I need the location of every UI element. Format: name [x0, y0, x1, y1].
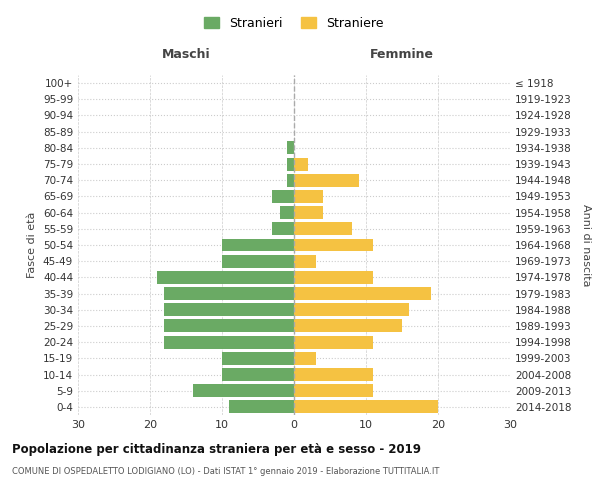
Bar — [287, 158, 294, 170]
Bar — [294, 400, 438, 413]
Bar — [222, 254, 294, 268]
Bar — [294, 222, 352, 235]
Text: Femmine: Femmine — [370, 48, 434, 62]
Bar — [294, 174, 359, 186]
Text: Maschi: Maschi — [161, 48, 211, 62]
Bar — [294, 238, 373, 252]
Bar — [294, 304, 409, 316]
Bar — [164, 287, 294, 300]
Bar — [294, 254, 316, 268]
Bar — [229, 400, 294, 413]
Y-axis label: Fasce di età: Fasce di età — [28, 212, 37, 278]
Y-axis label: Anni di nascita: Anni di nascita — [581, 204, 591, 286]
Bar — [294, 336, 373, 348]
Bar — [164, 304, 294, 316]
Legend: Stranieri, Straniere: Stranieri, Straniere — [199, 12, 389, 34]
Bar — [294, 320, 402, 332]
Bar — [280, 206, 294, 219]
Bar — [294, 368, 373, 381]
Bar — [287, 174, 294, 186]
Bar — [222, 352, 294, 365]
Text: COMUNE DI OSPEDALETTO LODIGIANO (LO) - Dati ISTAT 1° gennaio 2019 - Elaborazione: COMUNE DI OSPEDALETTO LODIGIANO (LO) - D… — [12, 468, 439, 476]
Text: Popolazione per cittadinanza straniera per età e sesso - 2019: Popolazione per cittadinanza straniera p… — [12, 442, 421, 456]
Bar — [294, 271, 373, 284]
Bar — [294, 158, 308, 170]
Bar — [287, 142, 294, 154]
Bar — [157, 271, 294, 284]
Bar — [294, 384, 373, 397]
Bar — [294, 190, 323, 203]
Bar — [294, 206, 323, 219]
Bar — [222, 368, 294, 381]
Bar — [294, 287, 431, 300]
Bar — [272, 190, 294, 203]
Bar — [294, 352, 316, 365]
Bar — [222, 238, 294, 252]
Bar — [193, 384, 294, 397]
Bar — [164, 320, 294, 332]
Bar — [164, 336, 294, 348]
Bar — [272, 222, 294, 235]
